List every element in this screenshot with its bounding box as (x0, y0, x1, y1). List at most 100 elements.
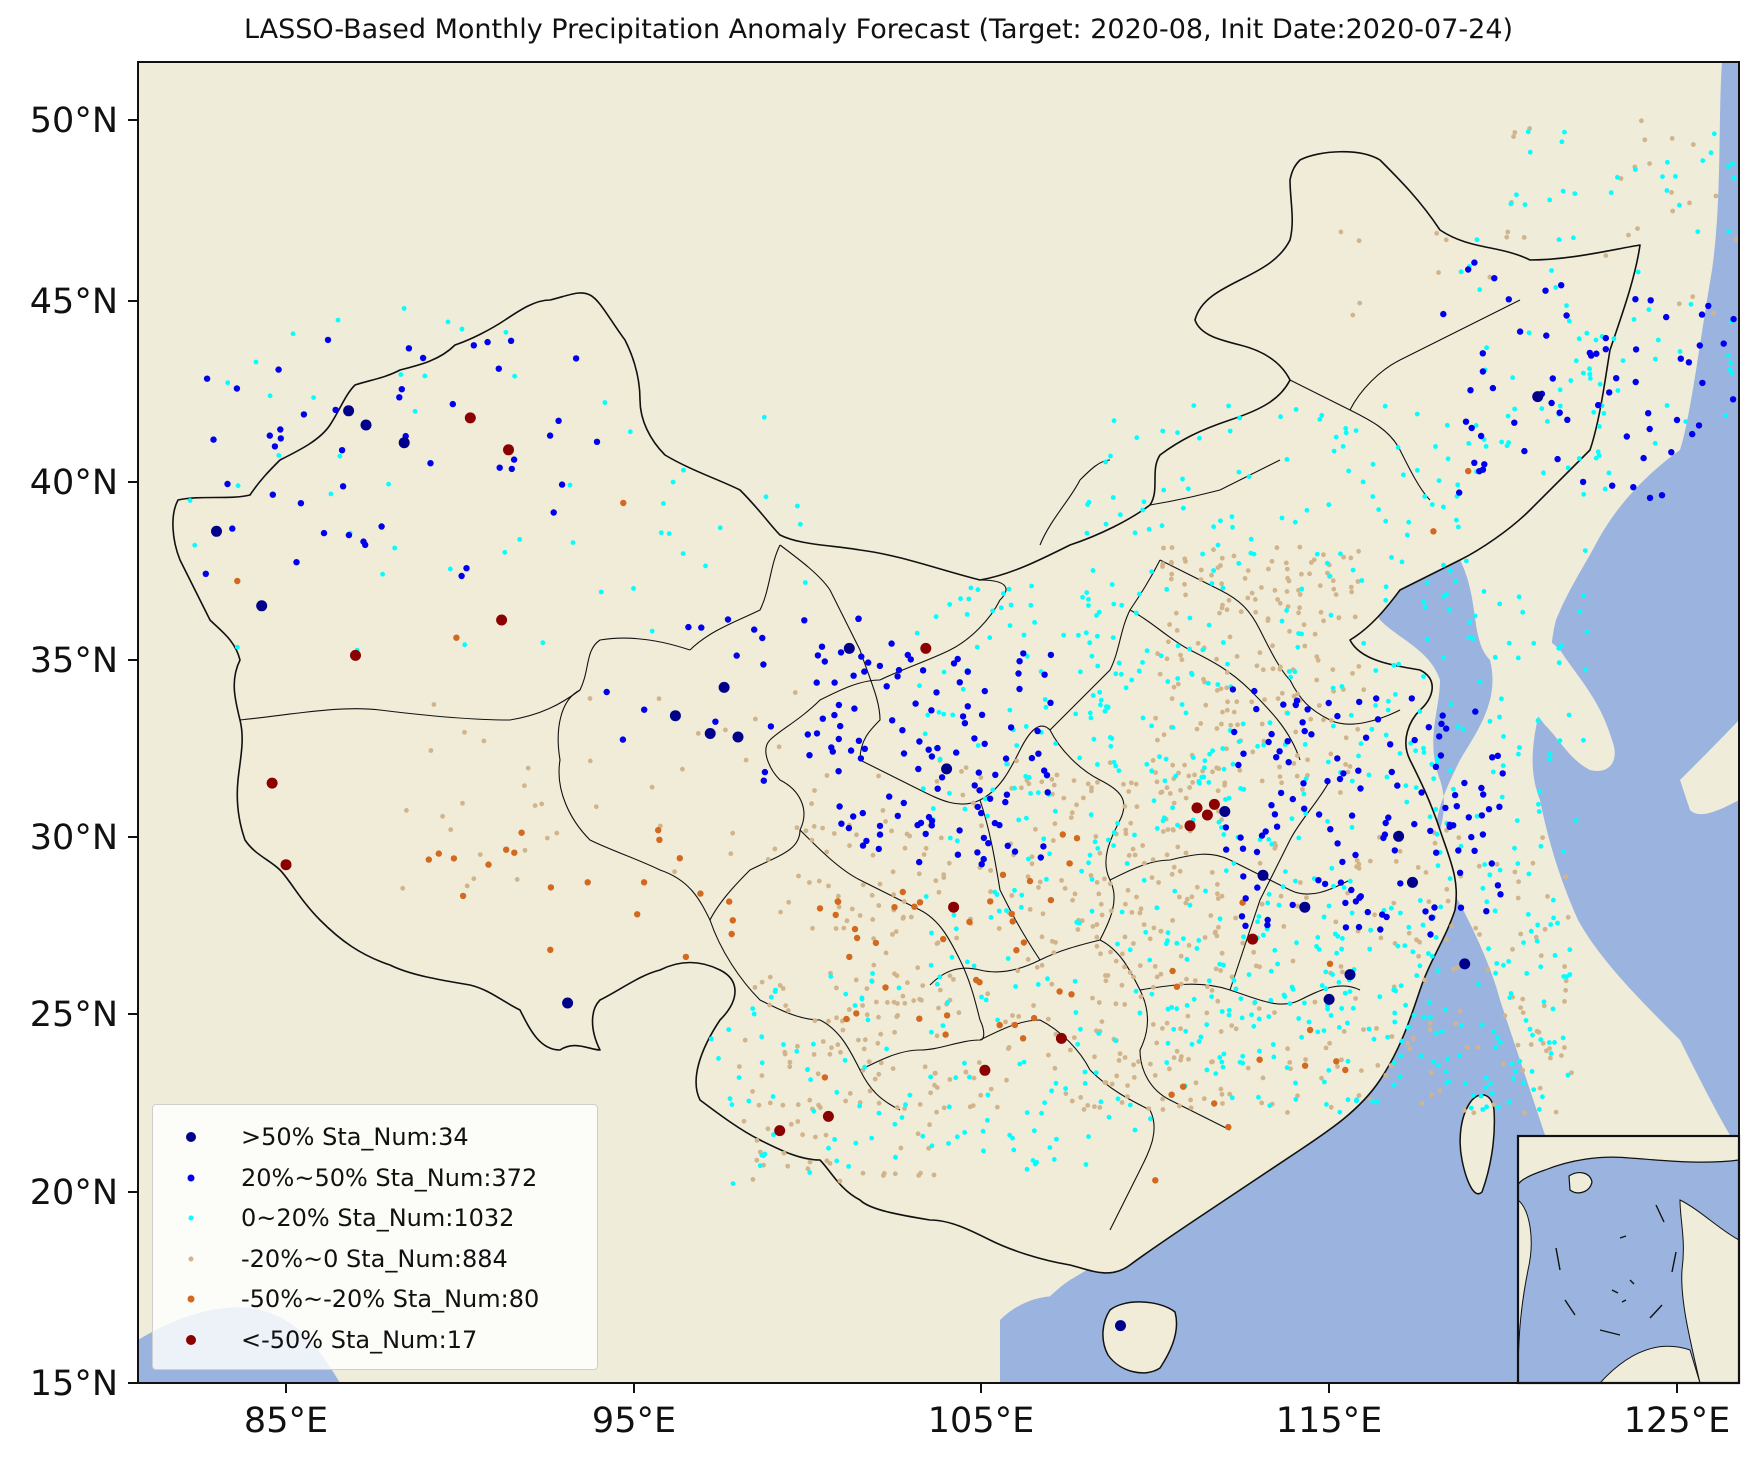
station-point (1518, 931, 1524, 937)
station-point (360, 419, 372, 431)
station-point (1227, 634, 1233, 640)
station-point (1426, 951, 1431, 956)
station-point (1494, 961, 1500, 966)
station-point (1078, 1095, 1084, 1100)
station-point (883, 683, 890, 690)
station-point (203, 375, 211, 382)
station-point (1293, 697, 1301, 704)
station-point (1443, 1007, 1448, 1012)
station-point (350, 649, 361, 661)
station-point (1665, 159, 1670, 165)
station-point (1119, 909, 1125, 915)
station-point (1341, 1029, 1347, 1034)
station-point (1547, 197, 1553, 203)
station-point (1356, 865, 1362, 871)
station-point (1177, 868, 1183, 874)
station-point (1323, 969, 1329, 975)
station-point (1204, 1010, 1210, 1016)
station-point (1025, 957, 1031, 962)
station-point (655, 827, 662, 834)
station-point (928, 707, 935, 714)
station-point (1189, 894, 1195, 900)
station-point (1042, 1100, 1047, 1106)
station-point (1392, 1019, 1398, 1025)
station-point (345, 531, 353, 539)
station-point (1454, 965, 1460, 970)
station-point (1307, 571, 1312, 577)
station-point (1215, 896, 1221, 901)
y-tick-label: 20°N (30, 1173, 118, 1213)
station-point (1348, 584, 1354, 590)
station-point (975, 587, 981, 593)
station-point (1270, 643, 1275, 649)
station-point (1321, 914, 1327, 920)
tick-marks (128, 119, 1678, 1393)
station-point (1272, 845, 1278, 851)
station-point (1020, 939, 1028, 946)
station-point (1284, 589, 1290, 594)
station-point (870, 917, 876, 922)
station-point (1170, 827, 1176, 832)
station-point (419, 354, 427, 362)
station-point (916, 1015, 923, 1022)
station-point (1314, 551, 1320, 557)
station-point (846, 1164, 851, 1169)
station-point (1219, 721, 1224, 727)
station-point (1277, 600, 1283, 606)
station-point (1430, 528, 1437, 535)
station-point (1094, 943, 1100, 949)
station-point (1151, 985, 1156, 990)
station-point (1571, 235, 1576, 241)
station-point (1352, 851, 1359, 859)
station-point (1159, 523, 1165, 529)
station-point (929, 1143, 935, 1149)
station-point (1331, 448, 1337, 454)
station-point (1002, 755, 1010, 762)
station-point (532, 803, 538, 808)
station-point (941, 872, 947, 877)
station-point (1071, 778, 1077, 783)
station-point (332, 406, 339, 414)
station-point (889, 717, 896, 724)
station-point (1222, 782, 1227, 788)
station-point (1095, 846, 1101, 851)
station-point (1164, 852, 1170, 858)
station-point (1160, 1026, 1165, 1031)
station-point (1534, 938, 1540, 944)
station-point (786, 899, 792, 905)
station-point (1527, 1026, 1533, 1032)
station-point (1328, 751, 1334, 757)
station-point (837, 649, 845, 656)
station-point (1478, 812, 1486, 819)
station-point (1276, 902, 1282, 908)
station-point (1235, 722, 1240, 728)
station-point (507, 337, 515, 344)
station-point (1175, 430, 1180, 435)
station-point (562, 997, 574, 1009)
station-point (1299, 571, 1304, 577)
station-point (1045, 1016, 1051, 1022)
station-point (1122, 964, 1127, 970)
station-point (1502, 1013, 1508, 1019)
station-point (1364, 908, 1372, 916)
station-point (1141, 499, 1147, 505)
station-point (1730, 161, 1735, 167)
station-point (1647, 297, 1654, 304)
station-point (1014, 758, 1019, 764)
station-point (1515, 1042, 1521, 1048)
station-point (781, 1150, 787, 1156)
station-point (890, 932, 895, 937)
station-point (1370, 494, 1376, 499)
station-point (1328, 612, 1334, 618)
station-point (1427, 931, 1434, 938)
station-point (1026, 877, 1034, 885)
y-tick-label: 35°N (30, 641, 118, 681)
station-point (1339, 858, 1346, 866)
station-point (1347, 764, 1353, 769)
station-point (1490, 769, 1496, 775)
station-point (811, 1052, 817, 1057)
station-point (1551, 915, 1556, 921)
station-point (1098, 702, 1103, 708)
station-point (477, 852, 483, 857)
station-point (640, 879, 648, 886)
